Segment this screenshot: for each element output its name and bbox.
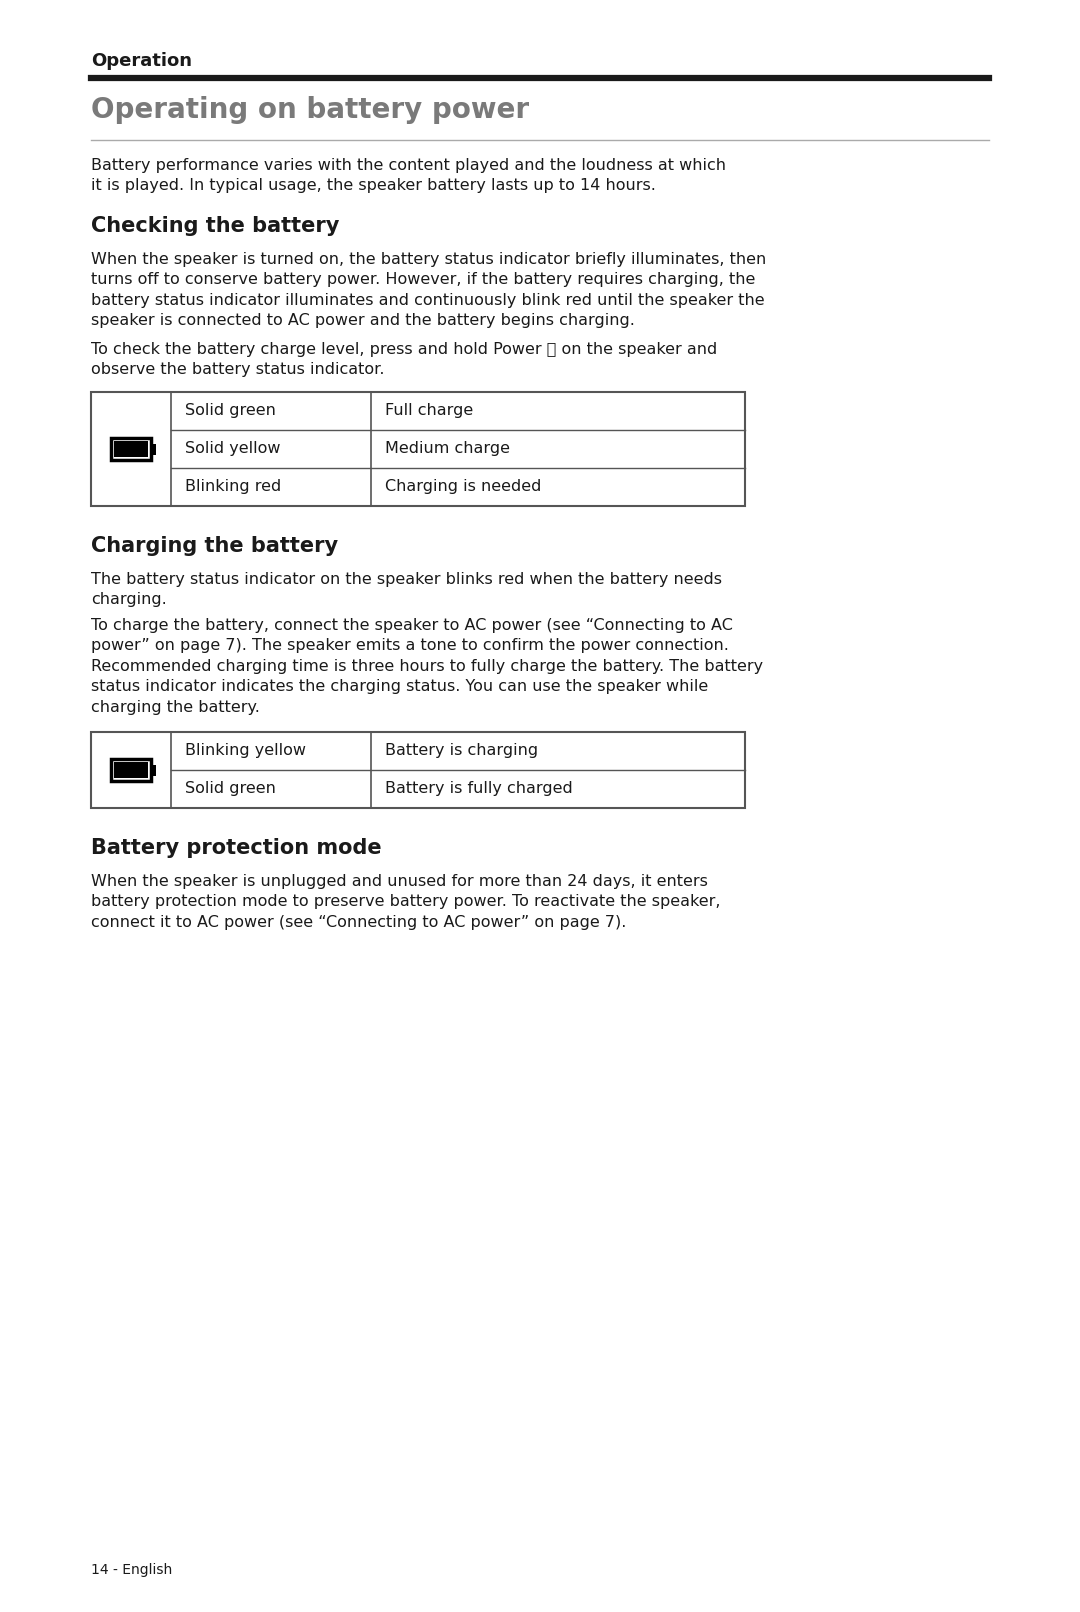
Text: Charging is needed: Charging is needed: [384, 479, 541, 495]
Bar: [114, 762, 148, 779]
Text: To check the battery charge level, press and hold Power ⏻ on the speaker and
obs: To check the battery charge level, press…: [91, 342, 717, 377]
Text: Battery performance varies with the content played and the loudness at which
it : Battery performance varies with the cont…: [91, 158, 726, 193]
Bar: [151, 764, 156, 775]
Text: When the speaker is turned on, the battery status indicator briefly illuminates,: When the speaker is turned on, the batte…: [91, 251, 766, 329]
Text: Medium charge: Medium charge: [384, 442, 510, 456]
Bar: [91, 732, 745, 808]
Text: Solid yellow: Solid yellow: [185, 442, 281, 456]
Text: When the speaker is unplugged and unused for more than 24 days, it enters
batter: When the speaker is unplugged and unused…: [91, 874, 720, 930]
Text: Operation: Operation: [91, 52, 192, 69]
Text: Battery is charging: Battery is charging: [384, 743, 538, 759]
Bar: [111, 759, 151, 780]
Text: Blinking yellow: Blinking yellow: [185, 743, 306, 759]
Text: Blinking red: Blinking red: [185, 479, 281, 495]
Text: Charging the battery: Charging the battery: [91, 537, 338, 556]
Text: To charge the battery, connect the speaker to AC power (see “Connecting to AC
po: To charge the battery, connect the speak…: [91, 617, 764, 714]
Bar: [111, 438, 151, 459]
Bar: [91, 392, 745, 506]
Text: Solid green: Solid green: [185, 782, 275, 796]
Bar: [151, 443, 156, 455]
Text: Full charge: Full charge: [384, 403, 473, 419]
Text: The battery status indicator on the speaker blinks red when the battery needs
ch: The battery status indicator on the spea…: [91, 572, 723, 608]
Text: Battery is fully charged: Battery is fully charged: [384, 782, 572, 796]
Text: Solid green: Solid green: [185, 403, 275, 419]
Text: Battery protection mode: Battery protection mode: [91, 838, 381, 858]
Text: Operating on battery power: Operating on battery power: [91, 97, 529, 124]
Bar: [114, 442, 148, 456]
Text: Checking the battery: Checking the battery: [91, 216, 339, 235]
Text: 14 - English: 14 - English: [91, 1564, 172, 1577]
